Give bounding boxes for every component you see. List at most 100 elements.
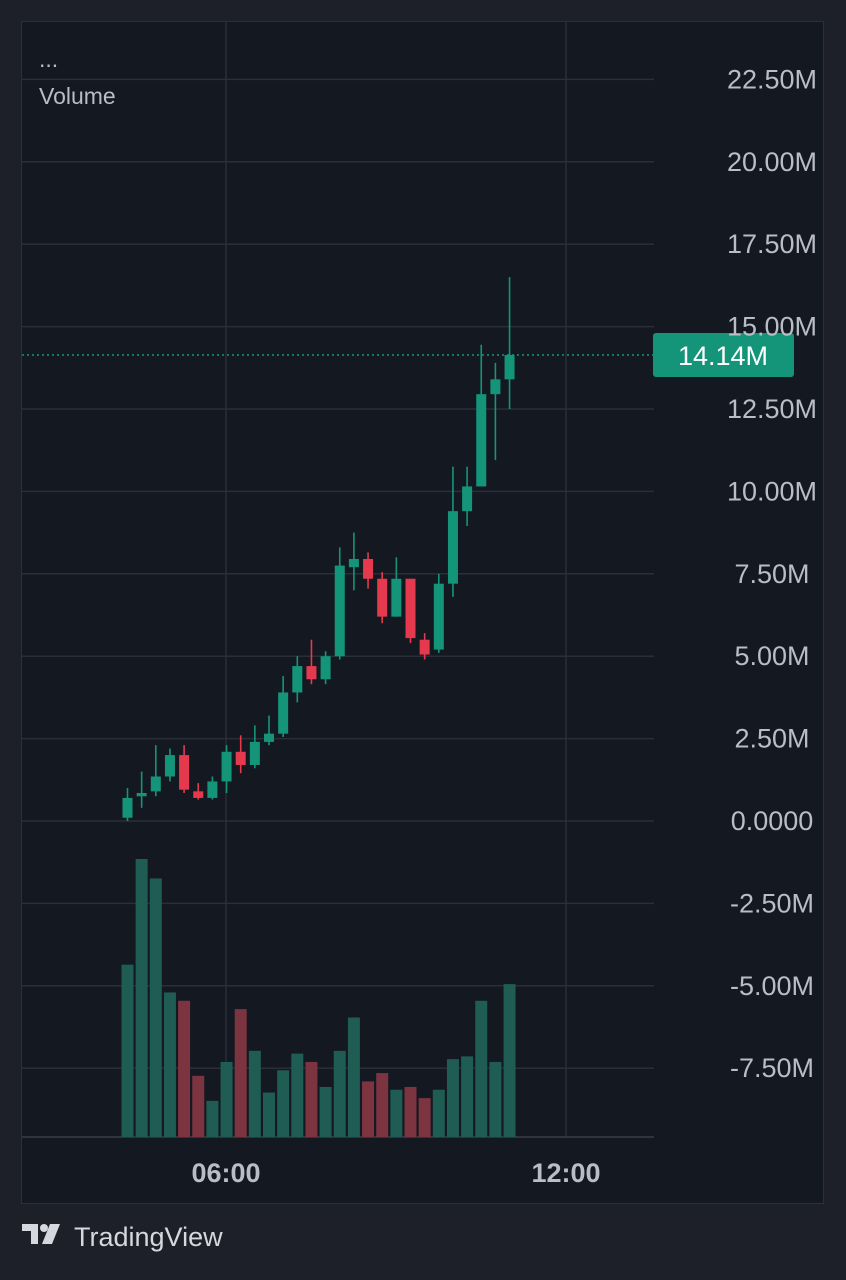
candle-body (278, 692, 289, 734)
volume-bar (446, 1059, 459, 1137)
candle (447, 466, 458, 597)
volume-bar (135, 859, 148, 1137)
y-tick-label: -5.00M (730, 971, 814, 1001)
candle-body (462, 486, 473, 512)
volume-bar (192, 1075, 205, 1137)
candle (377, 572, 388, 624)
volume-bar (475, 1000, 488, 1137)
candle-body (136, 792, 147, 797)
y-tick-label: 15.00M (727, 312, 817, 342)
candle-body (405, 578, 416, 639)
y-tick-label: 5.00M (734, 641, 809, 671)
candle-body (264, 733, 274, 742)
candle (193, 783, 204, 800)
volume-bar (277, 1070, 290, 1137)
candle-body (433, 583, 444, 650)
candle-body (490, 379, 501, 395)
volume-bar (305, 1061, 318, 1137)
candle (504, 277, 515, 409)
volume-bar (503, 984, 516, 1137)
volume-bar (248, 1050, 261, 1137)
volume-bar (404, 1086, 417, 1137)
volume-bar (149, 878, 162, 1137)
candle (462, 466, 473, 527)
legend-volume-label: Volume (39, 83, 116, 109)
candle-body (320, 656, 331, 680)
candle (320, 651, 331, 685)
candle (306, 639, 317, 685)
candle-body (122, 797, 133, 818)
candle-body (504, 354, 515, 380)
candle-body (334, 565, 345, 657)
candle-body (348, 558, 359, 568)
y-tick-label: 12.50M (727, 394, 817, 424)
volume-bar (347, 1017, 360, 1137)
candle (179, 745, 190, 793)
candle (235, 735, 246, 774)
candle (264, 715, 274, 746)
x-tick-label: 06:00 (191, 1158, 260, 1188)
candle (405, 578, 416, 644)
candle (490, 362, 501, 461)
candle (476, 344, 487, 487)
candle-body (235, 751, 246, 765)
volume-bar (178, 1000, 191, 1137)
current-price-badge (653, 332, 794, 377)
x-tick-label: 12:00 (531, 1158, 600, 1188)
y-tick-label: 0.0000 (731, 806, 814, 836)
candle (207, 776, 218, 800)
chart-canvas[interactable]: 14.14M 22.50M 20.00M 17.50M 15.00M 12.50M 10.… (22, 22, 825, 1205)
candle-body (419, 639, 430, 655)
candle-body (306, 666, 317, 680)
y-tick-label: 2.50M (734, 724, 809, 754)
volume-bar (291, 1053, 304, 1137)
y-tick-label: -2.50M (730, 888, 814, 918)
y-tick-label: 10.00M (727, 476, 817, 506)
brand-name: TradingView (74, 1222, 223, 1252)
volume-bar (390, 1089, 403, 1137)
volume-bar (163, 992, 176, 1137)
candle-body (221, 751, 232, 782)
candle (292, 656, 303, 703)
volume-bar (362, 1081, 375, 1137)
volume-bar (333, 1050, 346, 1137)
volume-bar (461, 1056, 474, 1137)
volume-bar (206, 1100, 219, 1137)
footer: TradingView (22, 1222, 223, 1253)
candle (433, 573, 444, 653)
y-tick-label: -7.50M (730, 1053, 814, 1083)
candle (419, 633, 430, 660)
y-tick-label: 20.00M (727, 147, 817, 177)
candle-body (193, 791, 204, 798)
volume-bar (234, 1009, 247, 1137)
candle-body (363, 558, 374, 579)
candle (249, 725, 260, 769)
candle (221, 745, 232, 793)
candle (150, 745, 161, 797)
candle-body (249, 741, 260, 765)
legend-menu[interactable]: ... (39, 46, 59, 72)
candle (164, 748, 175, 782)
candle-body (391, 578, 402, 617)
candle-body (292, 666, 303, 693)
candle-body (447, 511, 458, 584)
current-price-label: 14.14M (678, 341, 768, 371)
volume-bar (121, 964, 134, 1137)
candle (278, 675, 289, 737)
volume-bar (319, 1086, 332, 1137)
candle-body (476, 394, 487, 487)
candle (391, 557, 402, 617)
candle-body (150, 776, 161, 792)
y-tick-label: 7.50M (734, 559, 809, 589)
candle (334, 547, 345, 660)
volume-bar (220, 1061, 233, 1137)
volume-bar (263, 1092, 275, 1137)
candle (363, 552, 374, 589)
volume-bar (376, 1073, 389, 1137)
candle (136, 771, 147, 808)
candle-body (207, 781, 218, 798)
tradingview-logo-icon (22, 1222, 66, 1253)
volume-bar (489, 1061, 502, 1137)
chart-panel[interactable]: 14.14M 22.50M 20.00M 17.50M 15.00M 12.50M 10.… (21, 21, 824, 1204)
candle-body (179, 755, 190, 790)
